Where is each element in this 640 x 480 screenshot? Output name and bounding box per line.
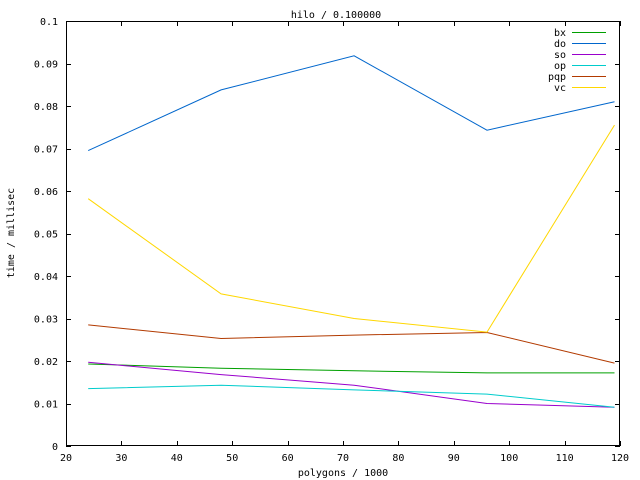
y-tick-label: 0.09 [34, 60, 58, 71]
x-tick-label: 20 [60, 453, 72, 464]
y-tick-label: 0.08 [34, 102, 58, 113]
x-tick-label: 50 [226, 453, 238, 464]
series-line-so [88, 361, 615, 408]
series-line-do [87, 55, 615, 152]
x-axis-ticks: 20 30 40 50 60 70 80 90 100 110 120 [60, 21, 629, 464]
x-tick-label: 80 [392, 453, 404, 464]
series-line-pqp [88, 324, 615, 364]
x-tick-label: 40 [171, 453, 183, 464]
y-tick-label: 0.06 [34, 187, 58, 198]
x-tick-label: 100 [500, 453, 518, 464]
y-tick-label: 0.07 [34, 145, 58, 156]
series-lines [87, 55, 615, 408]
x-tick-label: 60 [282, 453, 294, 464]
legend-label-vc: vc [554, 83, 566, 94]
y-tick-label: 0 [52, 442, 58, 453]
x-tick-label: 110 [556, 453, 574, 464]
legend-label-pqp: pqp [548, 72, 566, 83]
x-tick-label: 70 [337, 453, 349, 464]
legend-label-bx: bx [554, 28, 566, 39]
y-axis-ticks: 0 0.01 0.02 0.03 0.04 0.05 0.06 0.07 0.08 0.09 0.1 [34, 17, 620, 453]
y-tick-label: 0.04 [34, 272, 58, 283]
x-tick-label: 120 [611, 453, 629, 464]
y-tick-label: 0.01 [34, 400, 58, 411]
y-axis-label: time / millisec [6, 188, 17, 278]
x-tick-label: 90 [448, 453, 460, 464]
y-tick-label: 0.03 [34, 315, 58, 326]
series-line-bx [88, 363, 615, 374]
y-tick-label: 0.1 [40, 17, 58, 28]
legend-label-do: do [554, 39, 566, 50]
plot-frame [66, 21, 620, 446]
y-tick-label: 0.02 [34, 357, 58, 368]
y-tick-label: 0.05 [34, 230, 58, 241]
legend-label-so: so [554, 50, 566, 61]
series-line-op [88, 384, 615, 408]
series-line-vc [87, 124, 615, 333]
x-tick-label: 30 [115, 453, 127, 464]
x-axis-label: polygons / 1000 [298, 468, 388, 479]
chart-title: hilo / 0.100000 [291, 10, 381, 21]
legend-label-op: op [554, 61, 566, 72]
